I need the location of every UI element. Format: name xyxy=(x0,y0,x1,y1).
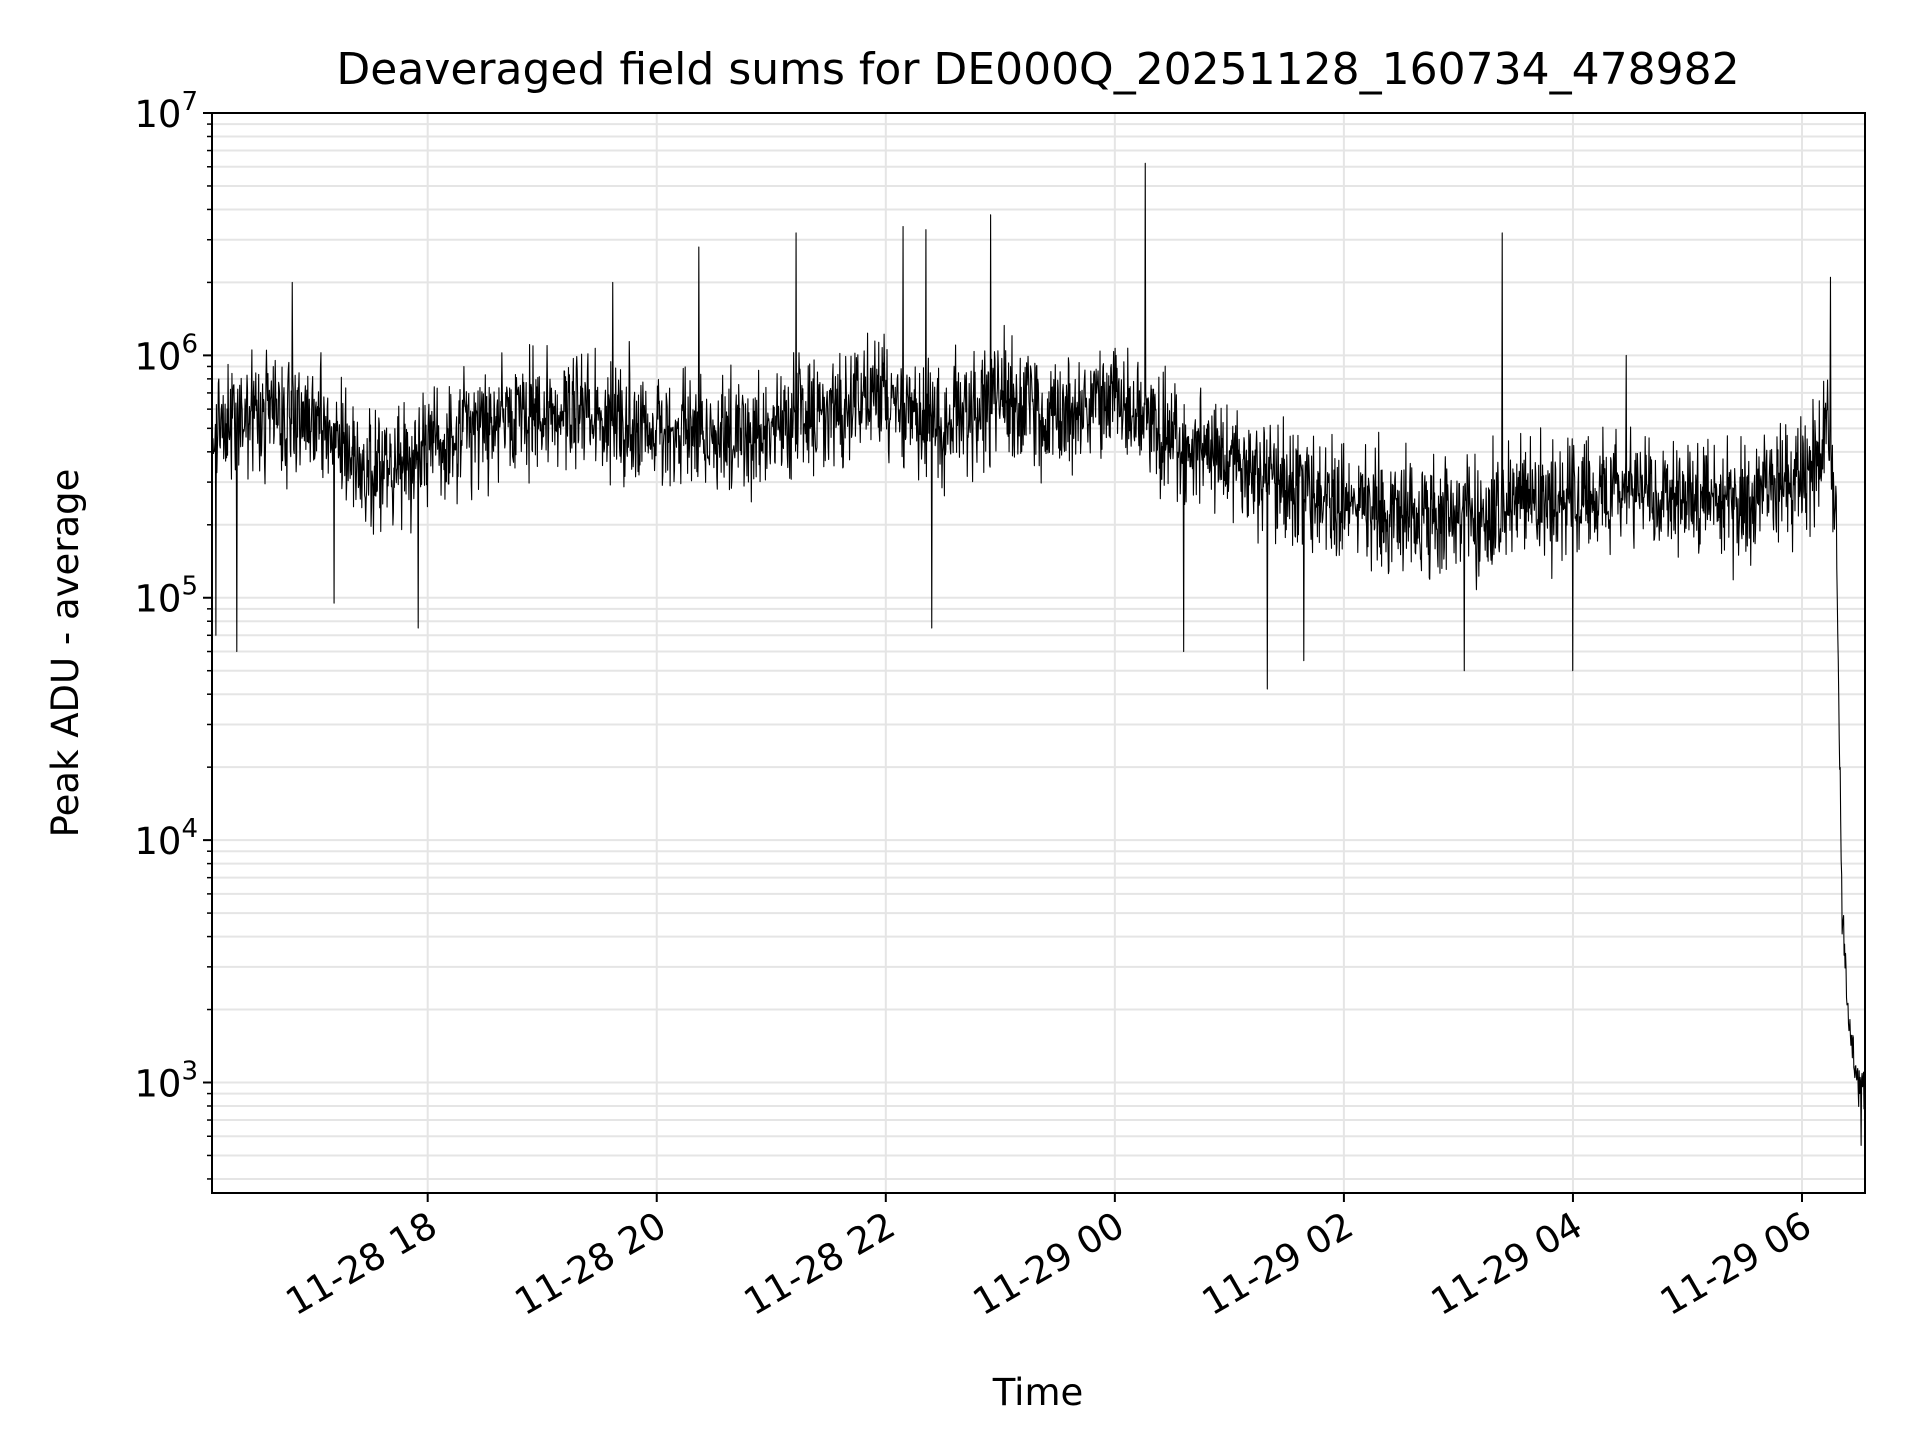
grid-major xyxy=(212,112,1865,1193)
y-tick-label: 105 xyxy=(134,572,198,621)
grid-minor xyxy=(212,123,1865,1180)
series-line xyxy=(211,162,1866,1146)
x-axis-label: Time xyxy=(992,1371,1084,1414)
y-tick-label: 106 xyxy=(134,329,198,378)
chart-title: Deaveraged field sums for DE000Q_2025112… xyxy=(336,44,1739,95)
plot-area-frame xyxy=(211,112,1866,1194)
series-layer xyxy=(211,162,1866,1146)
y-tick-label: 107 xyxy=(134,87,198,136)
y-tick-label: 104 xyxy=(134,814,198,863)
y-tick-label: 103 xyxy=(134,1056,198,1105)
y-axis: 103 104 105 106 107 xyxy=(134,87,212,1180)
y-axis-label: Peak ADU - average xyxy=(44,469,87,838)
